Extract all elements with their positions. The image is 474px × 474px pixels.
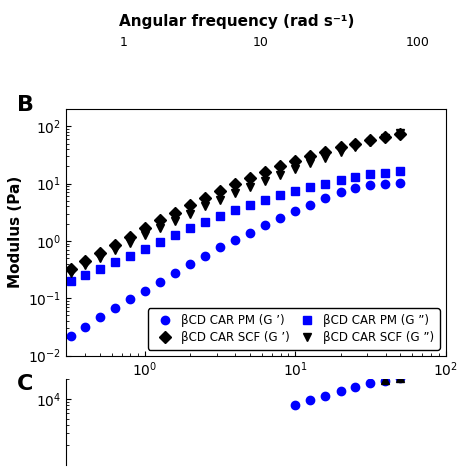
Text: 1: 1 xyxy=(119,36,127,49)
Y-axis label: Modulus (Pa): Modulus (Pa) xyxy=(8,176,23,288)
Text: 10: 10 xyxy=(253,36,269,49)
Text: 100: 100 xyxy=(405,36,429,49)
Text: B: B xyxy=(17,95,34,115)
Text: Angular frequency (rad s⁻¹): Angular frequency (rad s⁻¹) xyxy=(119,14,355,29)
Text: C: C xyxy=(17,374,33,394)
X-axis label: Angular frequency (rad s⁻¹): Angular frequency (rad s⁻¹) xyxy=(138,384,374,400)
Legend: βCD CAR PM (G ’), βCD CAR SCF (G ’), βCD CAR PM (G ”), βCD CAR SCF (G ”): βCD CAR PM (G ’), βCD CAR SCF (G ’), βCD… xyxy=(148,308,440,350)
